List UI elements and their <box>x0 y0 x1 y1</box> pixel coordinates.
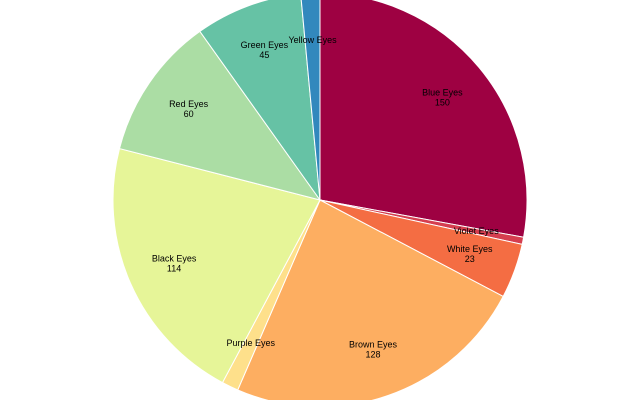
slice-label: Brown Eyes <box>349 340 398 350</box>
slice-value: 45 <box>259 50 269 60</box>
slice-label: Blue Eyes <box>422 87 463 97</box>
pie-slice <box>118 30 322 201</box>
slice-label: Violet Eyes <box>454 226 499 236</box>
slice-value: 23 <box>465 254 475 264</box>
slice-label: White Eyes <box>447 244 493 254</box>
pie-slice <box>319 0 528 238</box>
pie-slice <box>237 199 504 400</box>
slice-value: 128 <box>365 350 380 360</box>
pie-slice <box>199 0 321 202</box>
slice-label: Yellow Eyes <box>288 35 337 45</box>
pie-slice <box>300 0 321 201</box>
pie-slice <box>112 147 321 384</box>
slice-value: 60 <box>184 109 194 119</box>
slice-label: Red Eyes <box>169 99 209 109</box>
slice-label: Green Eyes <box>241 40 289 50</box>
slice-label: Purple Eyes <box>226 338 275 348</box>
slice-value: 150 <box>435 97 450 107</box>
slice-label: Black Eyes <box>152 254 197 264</box>
slice-value: 114 <box>167 264 181 274</box>
